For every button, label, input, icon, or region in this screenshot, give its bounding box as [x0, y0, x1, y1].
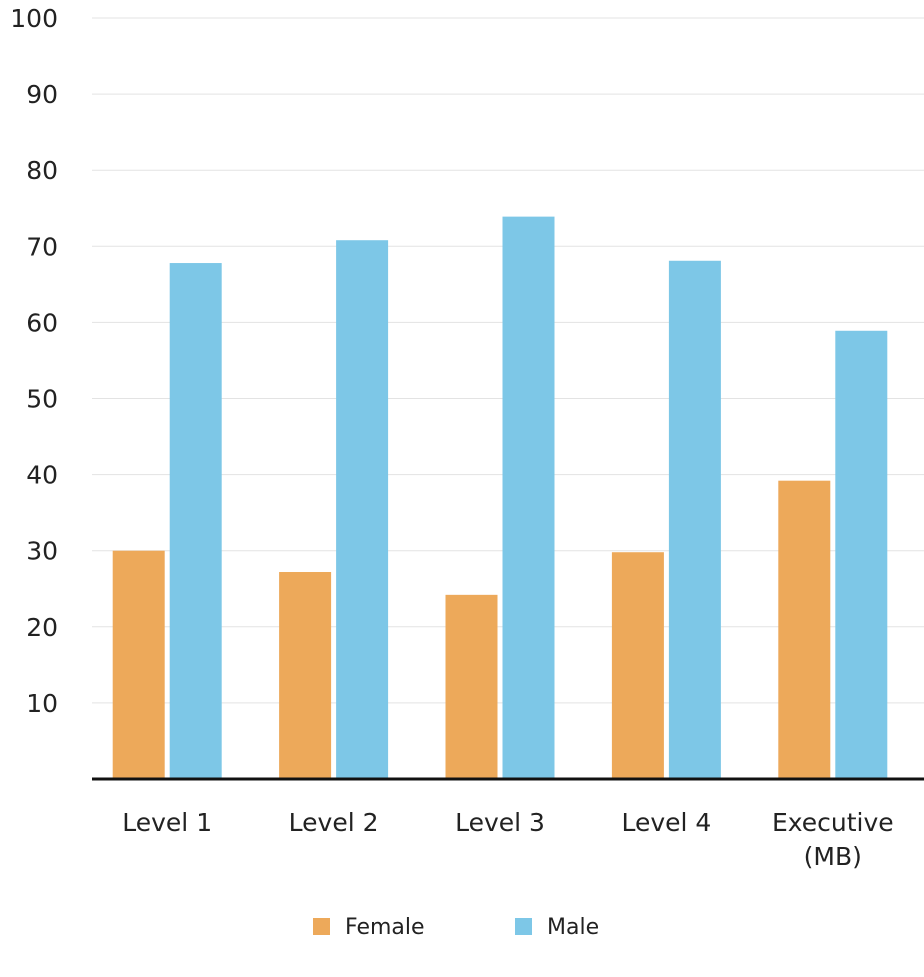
x-tick-label: Executive (MB)	[771, 808, 894, 871]
y-tick-label: 30	[26, 537, 58, 566]
bar	[336, 240, 389, 779]
y-tick-label: 90	[26, 80, 58, 109]
legend-label: Male	[547, 915, 599, 940]
bar	[279, 572, 332, 779]
y-tick-label: 60	[26, 308, 58, 337]
y-tick-label: 100	[10, 4, 58, 33]
bar	[835, 330, 888, 779]
x-tick-label: Level 2	[288, 808, 379, 837]
y-tick-label: 10	[26, 689, 58, 718]
x-tick-label: Level 3	[455, 808, 545, 837]
y-tick-label: 40	[26, 461, 58, 490]
bar	[611, 552, 664, 779]
x-tick-label: Level 4	[621, 808, 712, 837]
bar	[502, 216, 555, 780]
x-tick-label: Level 1	[122, 808, 213, 837]
y-tick-label: 50	[26, 385, 58, 414]
bar	[668, 260, 721, 779]
bar	[445, 594, 498, 779]
y-tick-label: 70	[26, 232, 58, 261]
legend-label: Female	[345, 915, 425, 940]
legend-swatch	[515, 918, 532, 935]
y-tick-label: 80	[26, 156, 58, 185]
bar	[169, 263, 222, 779]
bar	[112, 550, 165, 779]
legend-swatch	[313, 918, 330, 935]
bar	[778, 480, 831, 779]
y-tick-label: 20	[26, 613, 58, 642]
